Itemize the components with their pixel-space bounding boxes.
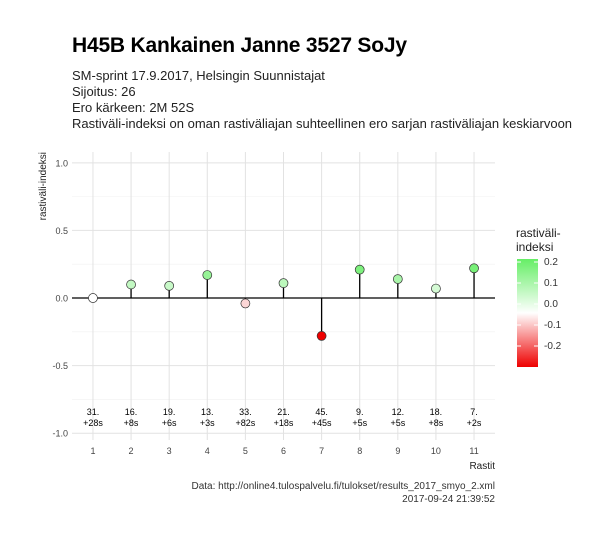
subtitle-event: SM-sprint 17.9.2017, Helsingin Suunnista… xyxy=(72,68,325,83)
legend-label-0.2: 0.2 xyxy=(544,257,558,268)
gap-label-9: +5s xyxy=(390,418,405,428)
y-axis-title: rastiväli-indeksi xyxy=(38,152,49,220)
rank-label-2: 16. xyxy=(125,407,138,417)
rank-label-1: 31. xyxy=(87,407,100,417)
y-tick-label: 0.5 xyxy=(55,226,68,236)
rank-label-3: 19. xyxy=(163,407,176,417)
gap-label-11: +2s xyxy=(467,418,482,428)
point-7 xyxy=(316,331,327,341)
gap-label-10: +8s xyxy=(429,418,444,428)
legend-colorbar xyxy=(517,259,538,367)
rank-label-5: 33. xyxy=(239,407,252,417)
rank-label-10: 18. xyxy=(430,407,443,417)
subtitle-description: Rastiväli-indeksi on oman rastiväliajan … xyxy=(72,116,573,131)
x-tick-label: 4 xyxy=(205,446,210,456)
subtitle-gap: Ero kärkeen: 2M 52S xyxy=(72,100,195,115)
gap-label-4: +3s xyxy=(200,418,215,428)
legend-label-0.0: 0.0 xyxy=(544,299,558,310)
legend-label-neg0.2: -0.2 xyxy=(544,341,562,352)
x-tick-label: 11 xyxy=(469,446,478,456)
gap-label-6: +18s xyxy=(274,418,294,428)
x-tick-label: 8 xyxy=(357,446,362,456)
point-9 xyxy=(392,274,403,284)
gap-label-3: +6s xyxy=(162,418,177,428)
point-4 xyxy=(202,270,213,280)
gap-label-8: +5s xyxy=(352,418,367,428)
x-tick-label: 6 xyxy=(281,446,286,456)
rank-label-11: 7. xyxy=(470,407,478,417)
point-1 xyxy=(88,293,98,303)
subtitle-placement: Sijoitus: 26 xyxy=(72,84,136,99)
point-3 xyxy=(164,281,175,291)
rank-label-4: 13. xyxy=(201,407,214,417)
legend-title-line2: indeksi xyxy=(516,240,554,254)
y-tick-label: -0.5 xyxy=(52,361,68,371)
x-tick-label: 7 xyxy=(319,446,324,456)
y-tick-label: 0.0 xyxy=(55,294,68,304)
chart-title: H45B Kankainen Janne 3527 SoJy xyxy=(72,34,407,57)
x-tick-label: 2 xyxy=(129,446,134,456)
x-axis-title: Rastit xyxy=(469,461,495,472)
legend-title: rastiväli- indeksi xyxy=(516,226,561,254)
point-11 xyxy=(469,263,479,274)
point-6 xyxy=(278,278,289,289)
point-8 xyxy=(354,264,365,275)
x-tick-label: 3 xyxy=(167,446,172,456)
point-2 xyxy=(126,279,136,290)
x-tick-label: 1 xyxy=(90,446,95,456)
rank-label-8: 9. xyxy=(356,407,364,417)
generated-timestamp: 2017-09-24 21:39:52 xyxy=(402,494,495,505)
gap-label-2: +8s xyxy=(124,418,139,428)
point-10 xyxy=(431,283,441,294)
legend-label-neg0.1: -0.1 xyxy=(544,320,562,331)
gap-label-1: +28s xyxy=(83,418,103,428)
y-tick-label: -1.0 xyxy=(52,429,68,439)
rank-label-9: 12. xyxy=(392,407,405,417)
gap-label-5: +82s xyxy=(236,418,256,428)
data-source: Data: http://online4.tulospalvelu.fi/tul… xyxy=(191,481,495,492)
point-5 xyxy=(240,298,251,309)
gap-label-7: +45s xyxy=(312,418,332,428)
rank-label-6: 21. xyxy=(277,407,290,417)
x-tick-label: 10 xyxy=(431,446,441,456)
legend-title-line1: rastiväli- xyxy=(516,226,561,240)
rank-label-7: 45. xyxy=(315,407,328,417)
legend-label-0.1: 0.1 xyxy=(544,278,558,289)
x-tick-label: 5 xyxy=(243,446,248,456)
x-tick-label: 9 xyxy=(395,446,400,456)
y-tick-label: 1.0 xyxy=(55,158,68,168)
